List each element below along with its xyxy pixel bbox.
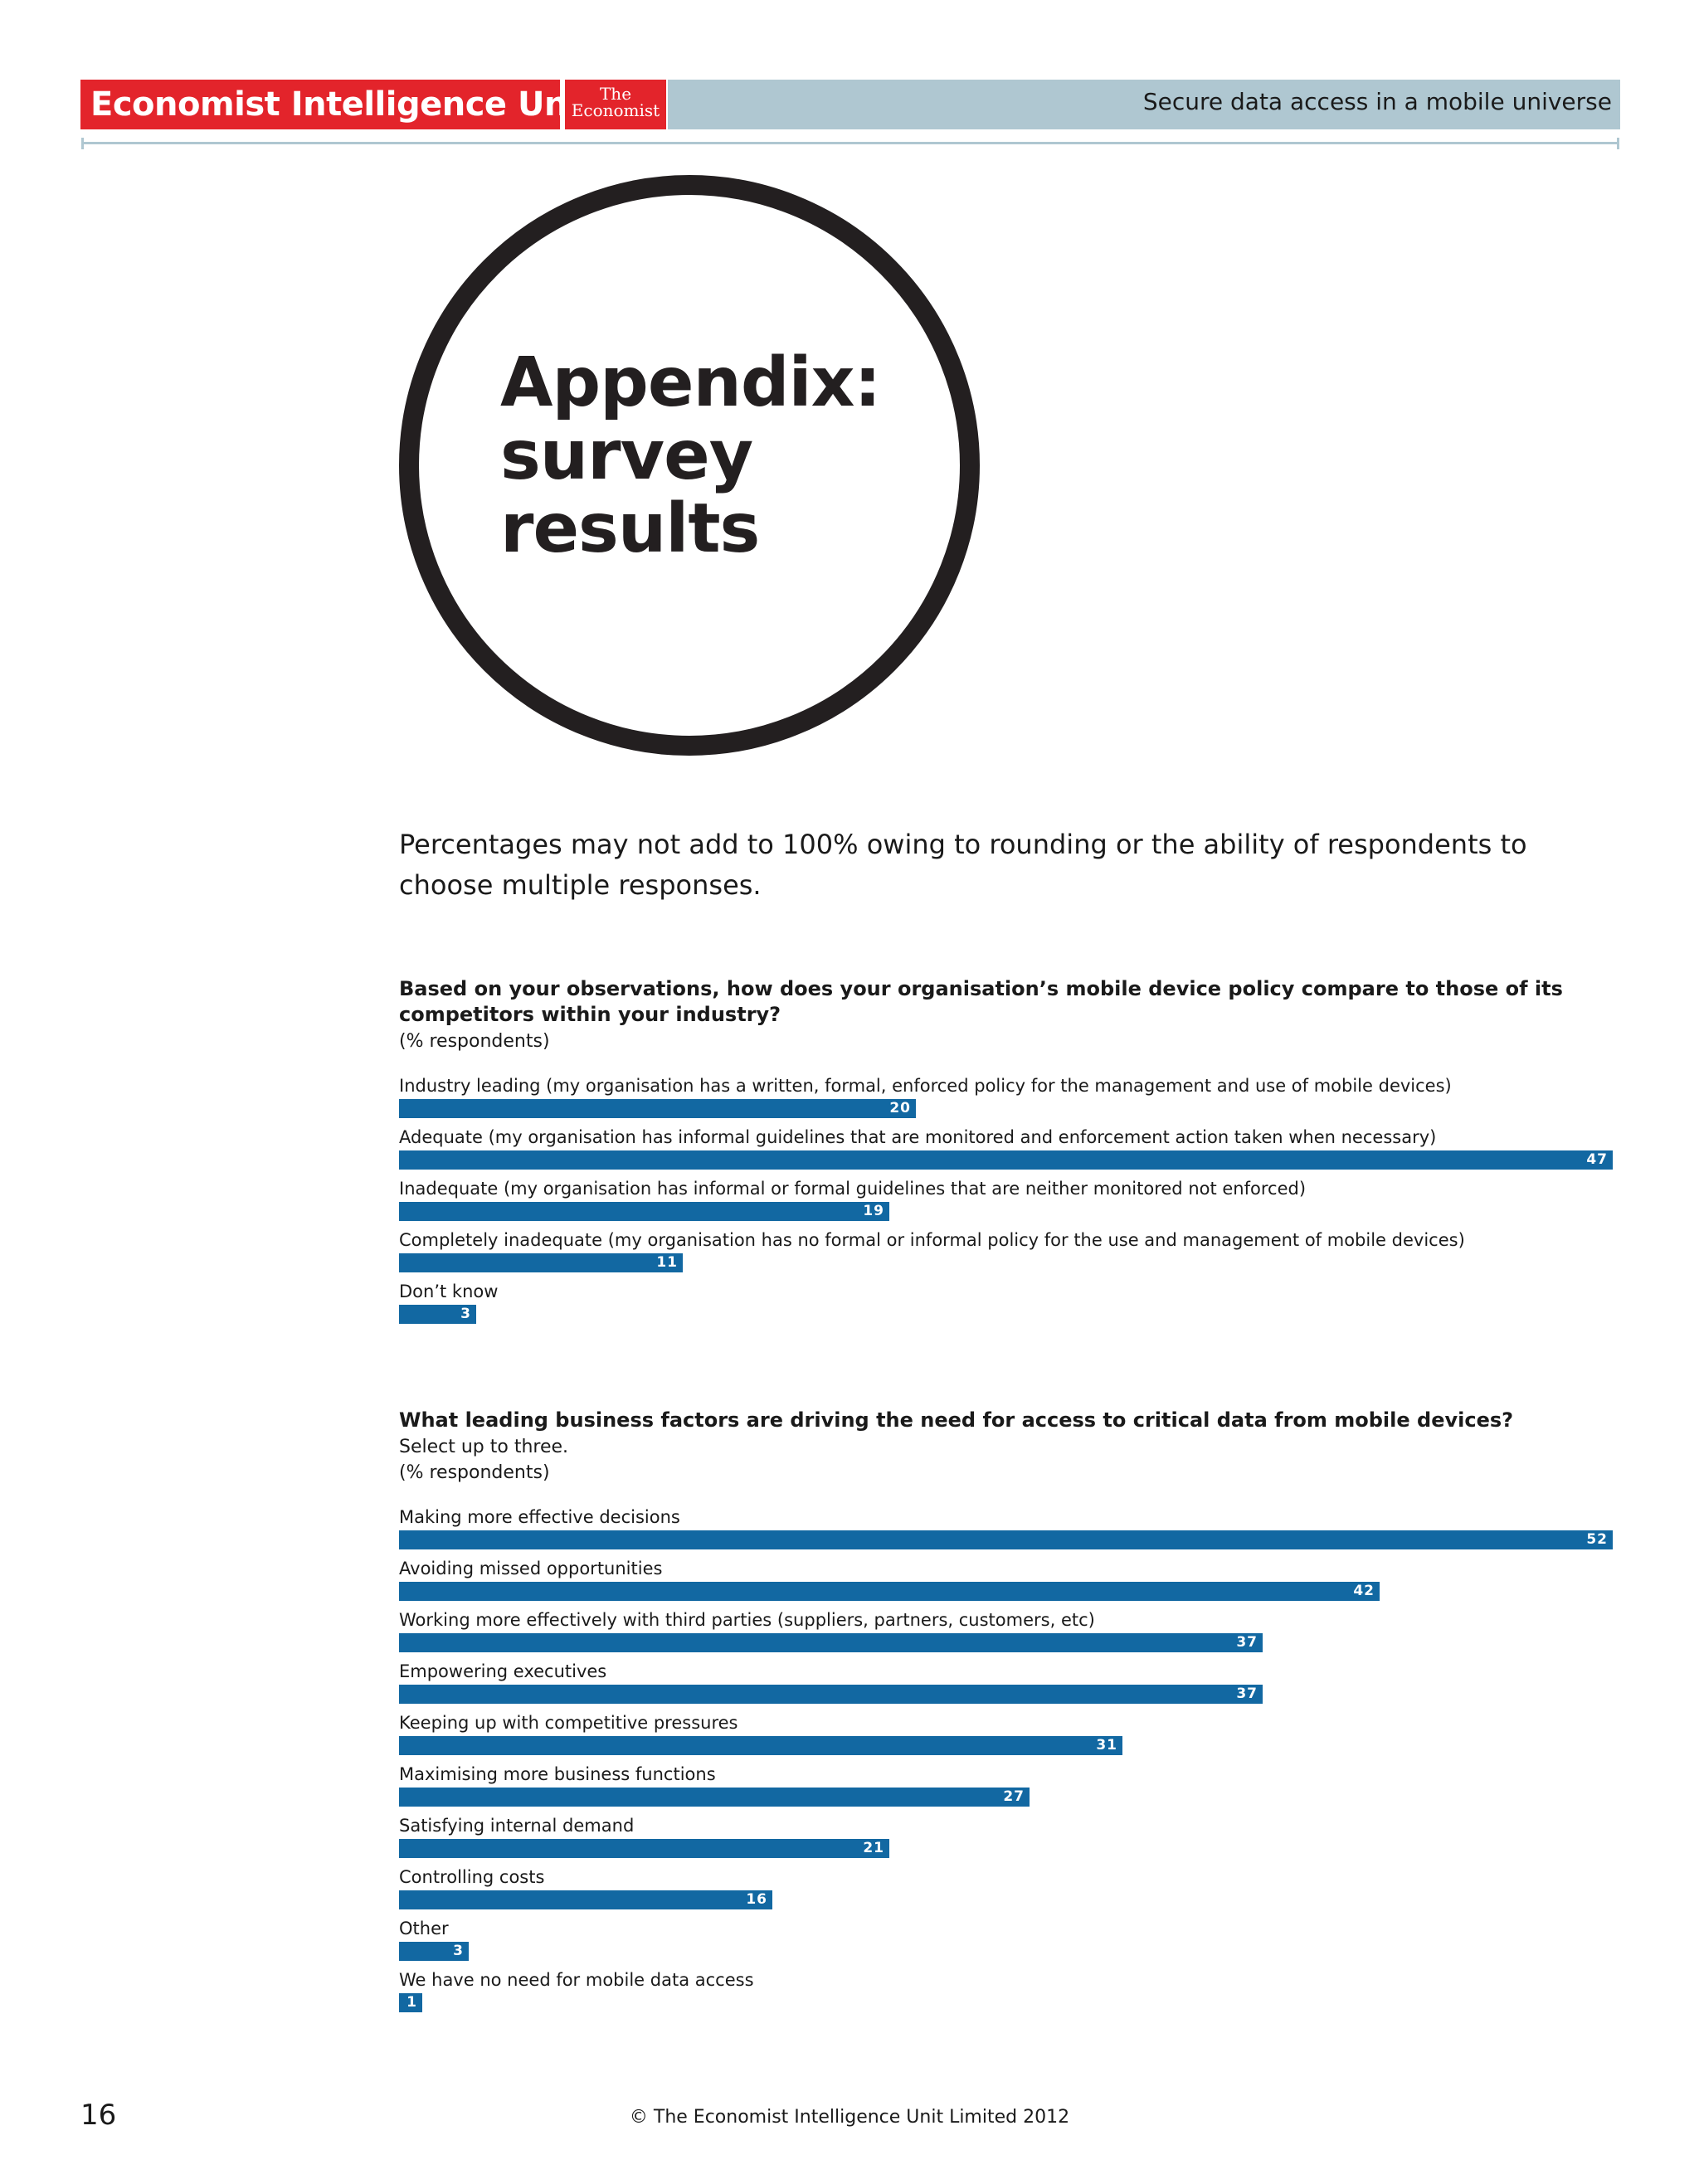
bar-value-label: 21 [863, 1840, 884, 1856]
bar: 21 [399, 1839, 889, 1858]
bar-label: We have no need for mobile data access [399, 1970, 754, 1990]
rounding-note: Percentages may not add to 100% owing to… [399, 829, 1527, 901]
question-1-title: Based on your observations, how does you… [399, 977, 1563, 1026]
bar-label: Satisfying internal demand [399, 1816, 635, 1836]
question-1-units: (% respondents) [399, 1031, 550, 1052]
bar: 1 [399, 1993, 422, 2012]
bar-label: Don’t know [399, 1282, 499, 1301]
bar-label: Avoiding missed opportunities [399, 1559, 663, 1578]
bar-value-label: 3 [460, 1306, 471, 1322]
economist-logo-line1: The [599, 84, 632, 104]
page-title-line-1: Appendix: [500, 343, 881, 422]
bar: 16 [399, 1890, 772, 1909]
bar-value-label: 27 [1003, 1788, 1025, 1805]
bar-value-label: 42 [1353, 1583, 1375, 1599]
report-header: Economist Intelligence Unit The Economis… [80, 80, 1620, 129]
bar-value-label: 37 [1236, 1634, 1258, 1651]
bar-label: Keeping up with competitive pressures [399, 1713, 738, 1733]
bar-label: Maximising more business functions [399, 1764, 716, 1784]
bar-label: Other [399, 1919, 449, 1938]
eiu-brand-title: Economist Intelligence Unit [90, 85, 594, 124]
economist-logo-line2: Economist [571, 100, 660, 120]
bar-value-label: 20 [889, 1100, 911, 1116]
bar: 42 [399, 1582, 1380, 1601]
bar: 37 [399, 1685, 1263, 1704]
bar-label: Inadequate (my organisation has informal… [399, 1179, 1307, 1199]
bar-value-label: 1 [406, 1994, 417, 2011]
economist-logo: The Economist [565, 80, 666, 129]
bar: 31 [399, 1736, 1122, 1755]
bar-label: Working more effectively with third part… [399, 1610, 1095, 1630]
bar-label: Adequate (my organisation has informal g… [399, 1127, 1437, 1147]
header-rule-left-tick [81, 138, 84, 149]
bar-label: Completely inadequate (my organisation h… [399, 1230, 1465, 1250]
bar-value-label: 47 [1586, 1151, 1608, 1168]
bar-value-label: 16 [746, 1891, 767, 1908]
bar-label: Industry leading (my organisation has a … [399, 1076, 1452, 1096]
eiu-brand-box: Economist Intelligence Unit [80, 80, 594, 129]
bar: 11 [399, 1253, 683, 1272]
bar: 3 [399, 1942, 469, 1961]
bar-label: Making more effective decisions [399, 1507, 680, 1527]
bar-value-label: 19 [863, 1203, 884, 1219]
bar: 19 [399, 1202, 889, 1221]
page-title-line-2: survey [500, 416, 753, 495]
question-2-units: (% respondents) [399, 1462, 550, 1483]
bar-value-label: 52 [1586, 1531, 1608, 1548]
bar: 37 [399, 1633, 1263, 1652]
bar-value-label: 3 [453, 1943, 464, 1959]
header-rule [81, 142, 1619, 144]
bar-label: Empowering executives [399, 1661, 607, 1681]
page-title: Appendix: survey results [500, 343, 881, 568]
header-rule-right-tick [1617, 138, 1619, 149]
report-title: Secure data access in a mobile universe [1142, 88, 1612, 115]
bar: 47 [399, 1150, 1613, 1170]
bar-label: Controlling costs [399, 1867, 545, 1887]
question-2-title: What leading business factors are drivin… [399, 1408, 1514, 1432]
bar: 27 [399, 1788, 1030, 1807]
page-title-line-3: results [500, 489, 760, 568]
bar-value-label: 31 [1096, 1737, 1117, 1754]
page-number: 16 [80, 2099, 117, 2132]
question-2-instruction: Select up to three. [399, 1437, 569, 1457]
bar: 52 [399, 1530, 1613, 1549]
title-band: Secure data access in a mobile universe [668, 80, 1620, 129]
bar: 3 [399, 1305, 476, 1324]
bar: 20 [399, 1099, 916, 1118]
bar-value-label: 11 [656, 1254, 678, 1271]
copyright-footer: © The Economist Intelligence Unit Limite… [629, 2107, 1070, 2128]
bar-value-label: 37 [1236, 1685, 1258, 1702]
